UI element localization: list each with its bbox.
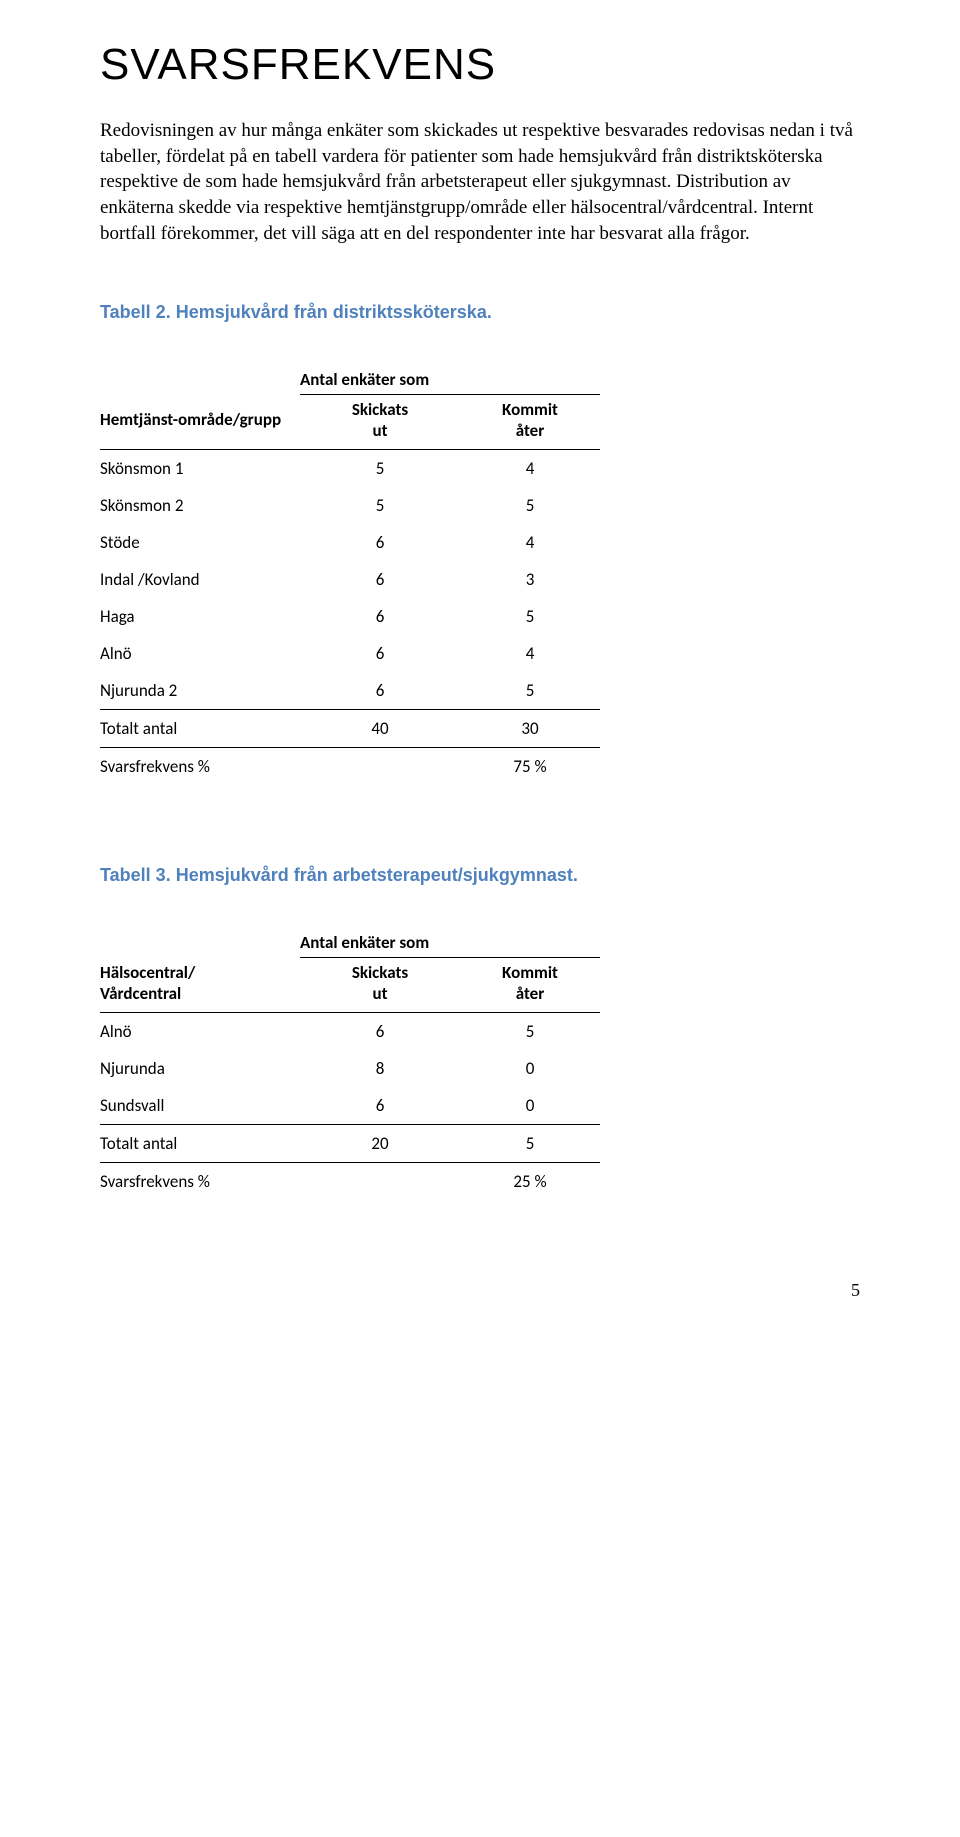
table2-total-row: Totalt antal 40 30: [100, 710, 600, 748]
table3-col2: Kommitåter: [460, 958, 600, 1013]
table2-superheader-row: Antal enkäter som: [100, 367, 600, 395]
table3-col0: Hälsocentral/Vårdcentral: [100, 958, 300, 1013]
table3: Antal enkäter som Hälsocentral/Vårdcentr…: [100, 930, 600, 1200]
table2-superheader: Antal enkäter som: [300, 367, 460, 395]
table3-superheader: Antal enkäter som: [300, 930, 460, 958]
table2-header-row: Hemtjänst-område/grupp Skickatsut Kommit…: [100, 395, 600, 450]
table2-freq-row: Svarsfrekvens % 75 %: [100, 748, 600, 786]
table2-caption: Tabell 2. Hemsjukvård från distriktssköt…: [100, 302, 860, 323]
table3-total-row: Totalt antal 20 5: [100, 1125, 600, 1163]
table3-caption: Tabell 3. Hemsjukvård från arbetsterapeu…: [100, 865, 860, 886]
table2-col2: Kommitåter: [460, 395, 600, 450]
table-row: Skönsmon 154: [100, 450, 600, 488]
table-row: Stöde64: [100, 524, 600, 561]
table3-block: Tabell 3. Hemsjukvård från arbetsterapeu…: [100, 865, 860, 1200]
table3-superheader-row: Antal enkäter som: [100, 930, 600, 958]
table-row: Skönsmon 255: [100, 487, 600, 524]
table2-col1: Skickatsut: [300, 395, 460, 450]
table-row: Sundsvall60: [100, 1087, 600, 1125]
table-row: Njurunda80: [100, 1050, 600, 1087]
table2-col0: Hemtjänst-område/grupp: [100, 395, 300, 450]
table-row: Alnö64: [100, 635, 600, 672]
table2: Antal enkäter som Hemtjänst-område/grupp…: [100, 367, 600, 785]
page-number: 5: [100, 1280, 860, 1301]
table-row: Haga65: [100, 598, 600, 635]
table2-block: Tabell 2. Hemsjukvård från distriktssköt…: [100, 302, 860, 785]
table-row: Indal /Kovland63: [100, 561, 600, 598]
intro-paragraph: Redovisningen av hur många enkäter som s…: [100, 118, 860, 246]
table-row: Njurunda 265: [100, 672, 600, 710]
table3-freq-row: Svarsfrekvens % 25 %: [100, 1163, 600, 1201]
table-row: Alnö65: [100, 1013, 600, 1051]
table3-header-row: Hälsocentral/Vårdcentral Skickatsut Komm…: [100, 958, 600, 1013]
page-title: SVARSFREKVENS: [100, 40, 860, 90]
table3-col1: Skickatsut: [300, 958, 460, 1013]
